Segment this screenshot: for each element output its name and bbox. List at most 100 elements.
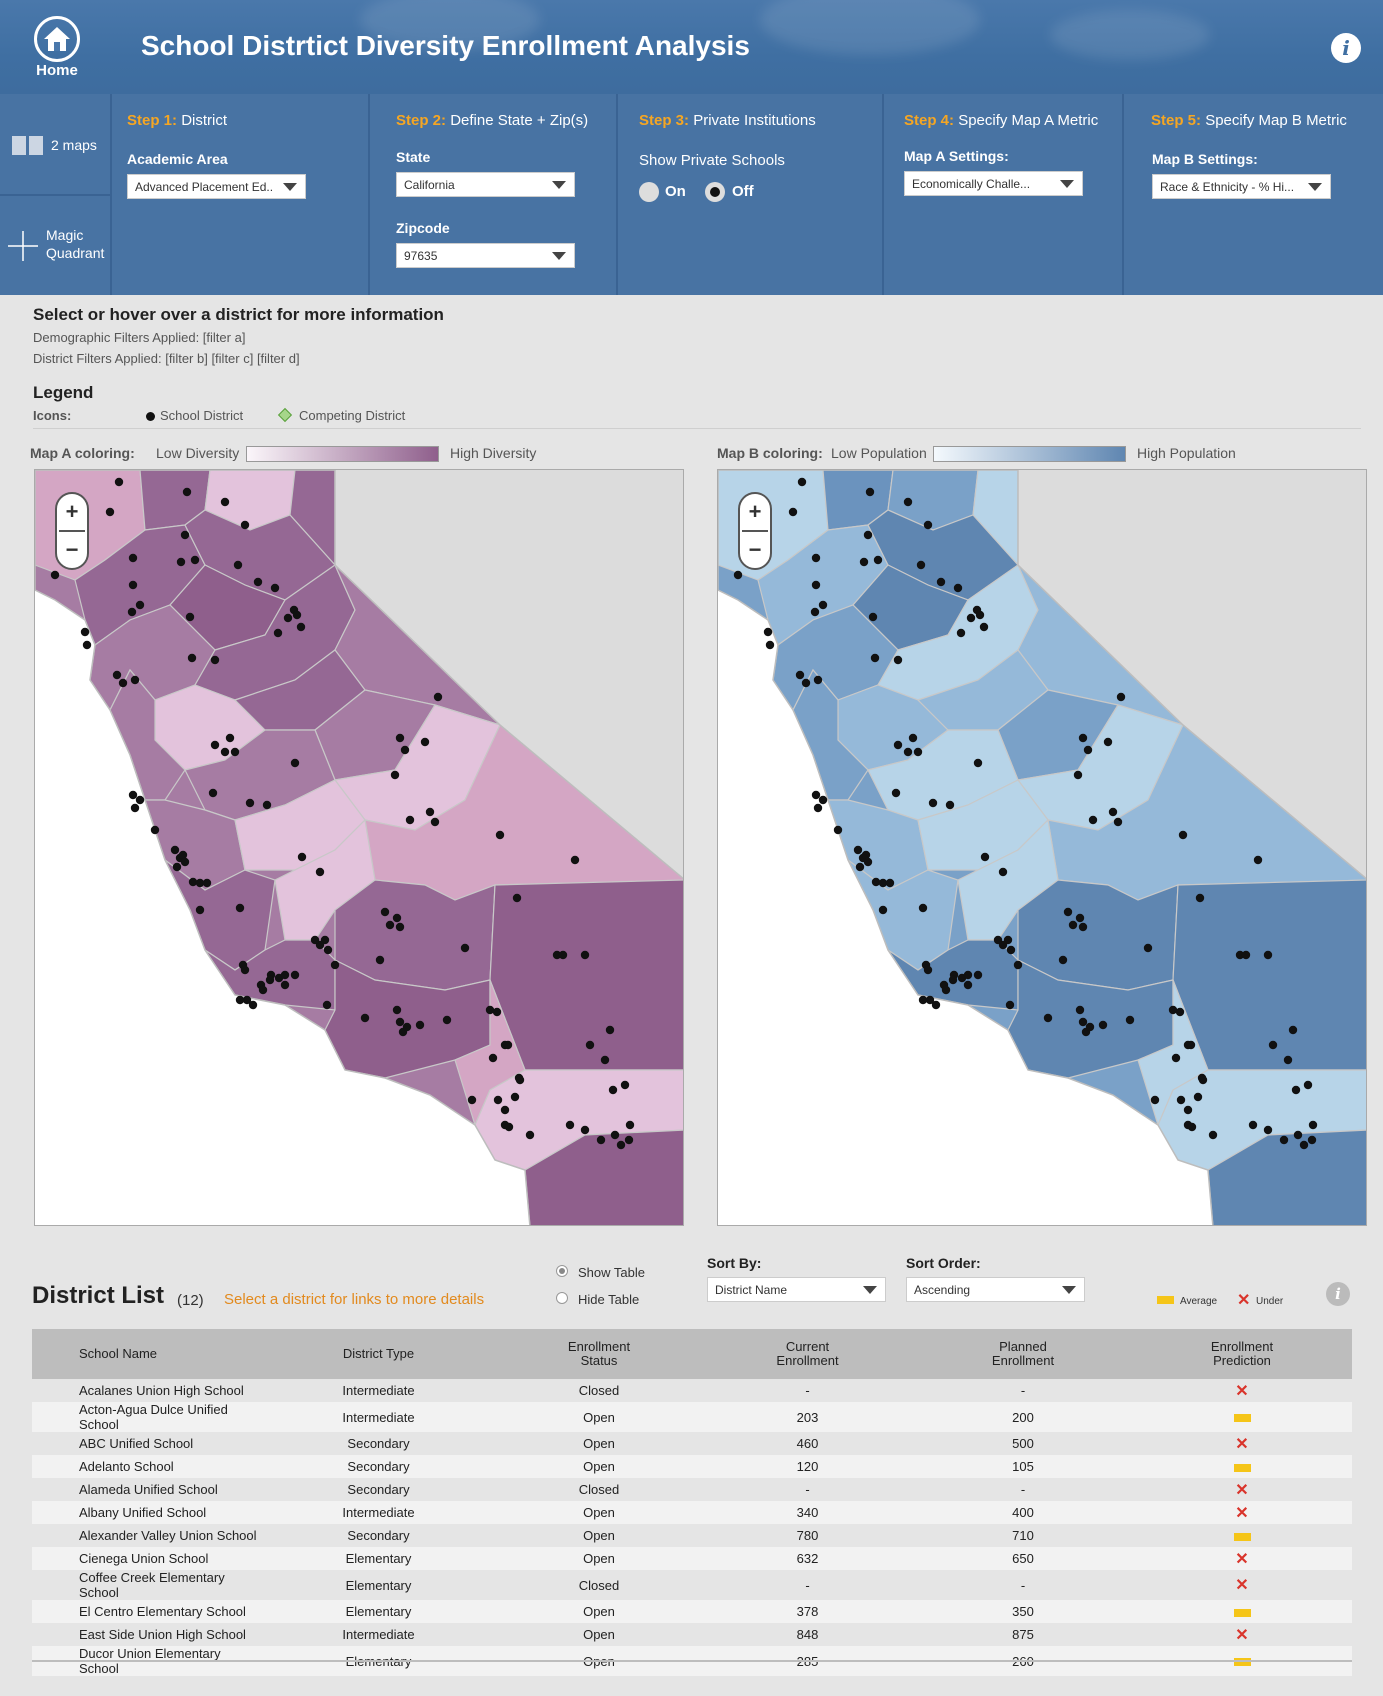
school-district-marker[interactable] — [797, 477, 807, 487]
school-district-marker[interactable] — [945, 800, 955, 810]
school-district-marker[interactable] — [1075, 1005, 1085, 1015]
school-district-marker[interactable] — [240, 965, 250, 975]
school-district-marker[interactable] — [1078, 1017, 1088, 1027]
school-district-marker[interactable] — [390, 770, 400, 780]
zoom-out-icon[interactable]: − — [748, 537, 762, 562]
col-planned-enrollment[interactable]: Planned Enrollment — [991, 1339, 1055, 1368]
school-district-marker[interactable] — [210, 740, 220, 750]
map-b[interactable]: + − — [717, 469, 1367, 1226]
school-district-marker[interactable] — [918, 903, 928, 913]
school-district-marker[interactable] — [811, 553, 821, 563]
school-district-marker[interactable] — [442, 1015, 452, 1025]
school-district-marker[interactable] — [859, 557, 869, 567]
school-district-marker[interactable] — [810, 607, 820, 617]
school-district-marker[interactable] — [973, 970, 983, 980]
table-row[interactable]: Adelanto School Secondary Open 120 105 — [32, 1455, 1352, 1478]
col-current-enrollment[interactable]: Current Enrollment — [776, 1339, 839, 1368]
school-district-marker[interactable] — [330, 960, 340, 970]
school-district-marker[interactable] — [400, 745, 410, 755]
school-district-marker[interactable] — [195, 878, 205, 888]
school-district-marker[interactable] — [1293, 1130, 1303, 1140]
school-district-marker[interactable] — [258, 985, 268, 995]
sort-order-select[interactable]: Ascending — [906, 1277, 1085, 1302]
table-row[interactable]: Albany Unified School Intermediate Open 340… — [32, 1501, 1352, 1524]
school-district-marker[interactable] — [1006, 945, 1016, 955]
school-district-marker[interactable] — [290, 970, 300, 980]
school-district-marker[interactable] — [585, 1040, 595, 1050]
school-district-marker[interactable] — [1303, 1080, 1313, 1090]
school-district-marker[interactable] — [114, 477, 124, 487]
school-district-marker[interactable] — [608, 1085, 618, 1095]
school-district-marker[interactable] — [963, 970, 973, 980]
school-district-marker[interactable] — [525, 1130, 535, 1140]
school-district-marker[interactable] — [948, 975, 958, 985]
school-district-marker[interactable] — [385, 920, 395, 930]
school-district-marker[interactable] — [504, 1122, 514, 1132]
table-row[interactable]: Cienega Union School Elementary Open 632 650… — [32, 1547, 1352, 1570]
school-district-marker[interactable] — [1108, 807, 1118, 817]
school-district-marker[interactable] — [953, 583, 963, 593]
school-district-marker[interactable] — [1208, 1130, 1218, 1140]
school-district-marker[interactable] — [1307, 1135, 1317, 1145]
school-district-marker[interactable] — [195, 905, 205, 915]
hide-table-radio[interactable] — [556, 1292, 568, 1304]
school-district-marker[interactable] — [1283, 1055, 1293, 1065]
school-district-marker[interactable] — [1198, 1075, 1208, 1085]
school-district-marker[interactable] — [402, 1022, 412, 1032]
private-on-radio[interactable] — [639, 182, 659, 202]
school-district-marker[interactable] — [176, 557, 186, 567]
school-district-marker[interactable] — [1176, 1095, 1186, 1105]
school-district-marker[interactable] — [283, 613, 293, 623]
school-district-marker[interactable] — [233, 560, 243, 570]
school-district-marker[interactable] — [1143, 943, 1153, 953]
zoom-in-icon[interactable]: + — [65, 499, 79, 524]
zipcode-select[interactable]: 97635 — [396, 243, 575, 268]
school-district-marker[interactable] — [150, 825, 160, 835]
school-district-marker[interactable] — [488, 1053, 498, 1063]
show-table-label[interactable]: Show Table — [578, 1265, 645, 1280]
school-district-marker[interactable] — [928, 798, 938, 808]
school-district-marker[interactable] — [187, 653, 197, 663]
school-district-marker[interactable] — [833, 825, 843, 835]
show-table-radio[interactable] — [556, 1265, 568, 1277]
school-district-marker[interactable] — [512, 893, 522, 903]
school-district-marker[interactable] — [172, 862, 182, 872]
table-row[interactable]: Alexander Valley Union School Secondary Op… — [32, 1524, 1352, 1547]
col-district-type[interactable]: District Type — [342, 1346, 415, 1361]
school-district-marker[interactable] — [811, 790, 821, 800]
school-district-marker[interactable] — [1116, 692, 1126, 702]
map-a-canvas[interactable] — [35, 470, 684, 1226]
school-district-marker[interactable] — [1088, 815, 1098, 825]
school-district-marker[interactable] — [891, 788, 901, 798]
school-district-marker[interactable] — [1013, 960, 1023, 970]
school-district-marker[interactable] — [1058, 955, 1068, 965]
list-info-icon[interactable]: i — [1326, 1282, 1350, 1306]
school-district-marker[interactable] — [253, 577, 263, 587]
school-district-marker[interactable] — [885, 878, 895, 888]
school-district-marker[interactable] — [925, 995, 935, 1005]
school-district-marker[interactable] — [262, 800, 272, 810]
school-district-marker[interactable] — [865, 487, 875, 497]
school-district-marker[interactable] — [580, 950, 590, 960]
map-b-metric-select[interactable]: Race & Ethnicity - % Hi... — [1152, 174, 1331, 199]
school-district-marker[interactable] — [818, 600, 828, 610]
school-district-marker[interactable] — [795, 670, 805, 680]
map-a-zoom-control[interactable]: + − — [55, 492, 89, 570]
school-district-marker[interactable] — [878, 878, 888, 888]
school-district-marker[interactable] — [1085, 1022, 1095, 1032]
table-row[interactable]: El Centro Elementary School Elementary Ope… — [32, 1600, 1352, 1623]
school-district-marker[interactable] — [1043, 1013, 1053, 1023]
school-district-marker[interactable] — [180, 857, 190, 867]
school-district-marker[interactable] — [600, 1055, 610, 1065]
school-district-marker[interactable] — [492, 1007, 502, 1017]
school-district-marker[interactable] — [127, 607, 137, 617]
school-district-marker[interactable] — [112, 670, 122, 680]
school-district-marker[interactable] — [818, 795, 828, 805]
school-district-marker[interactable] — [931, 1000, 941, 1010]
school-district-marker[interactable] — [552, 950, 562, 960]
school-district-marker[interactable] — [596, 1135, 606, 1145]
school-district-marker[interactable] — [1299, 1140, 1309, 1150]
school-district-marker[interactable] — [624, 1135, 634, 1145]
school-district-marker[interactable] — [1183, 1105, 1193, 1115]
school-district-marker[interactable] — [908, 733, 918, 743]
